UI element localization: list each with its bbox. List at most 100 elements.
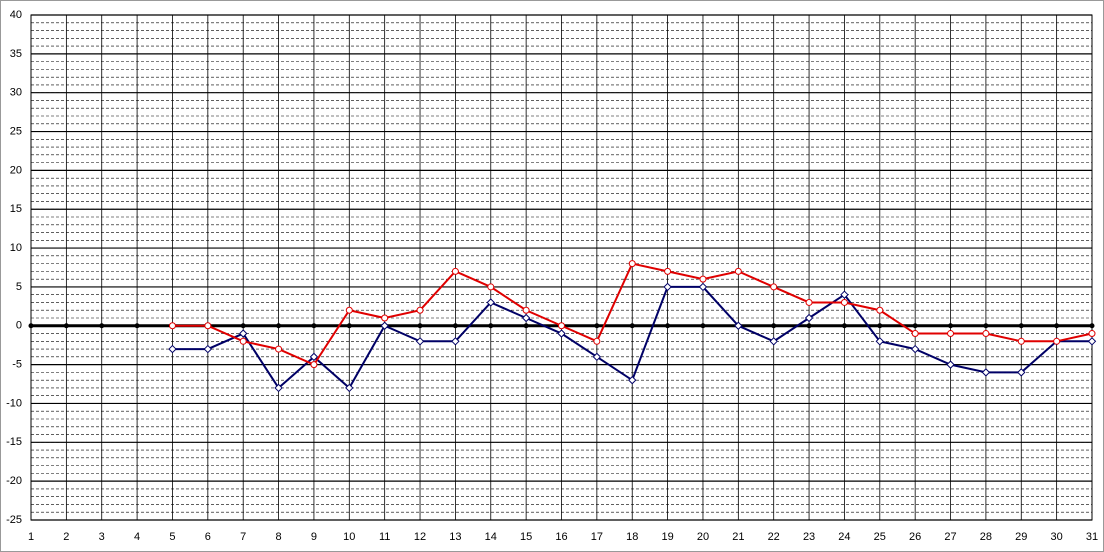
x-tick-label: 13 [449,531,461,543]
point [238,329,248,338]
point [99,323,105,329]
point [381,314,389,322]
point [1018,323,1024,329]
point [311,323,317,329]
point [452,323,458,329]
point [841,323,847,329]
x-tick-label: 14 [485,531,497,543]
point [168,344,177,354]
x-tick-label: 3 [99,531,105,543]
y-tick-label: -15 [6,436,22,448]
point [521,313,531,323]
point [663,282,672,292]
point [592,352,602,362]
point [593,337,601,345]
x-tick-label: 21 [732,531,744,543]
point [628,375,637,385]
x-tick-label: 23 [803,531,815,543]
x-tick-label: 9 [311,531,317,543]
y-tick-label: 5 [16,281,22,293]
point [309,352,319,362]
point [1054,323,1060,329]
x-tick-label: 11 [379,531,390,543]
point [981,368,991,377]
point [912,323,918,329]
point [982,330,990,338]
point [558,322,565,330]
point [947,330,955,338]
point [840,298,848,306]
point [877,323,883,329]
point [594,323,600,329]
point [1017,337,1025,345]
point [345,383,354,393]
point [876,306,884,314]
y-tick-label: 0 [16,320,22,332]
point [1053,337,1061,345]
point [415,337,425,346]
x-tick-label: 2 [63,531,69,543]
y-tick-label: 40 [10,9,22,21]
point [734,321,743,330]
x-tick-label: 4 [134,531,140,543]
point [1087,337,1097,346]
point [523,323,529,329]
y-tick-label: -25 [6,514,22,526]
x-tick-label: 25 [874,531,886,543]
point [948,323,954,329]
point [63,323,69,329]
point [488,323,494,329]
point [769,337,778,346]
point [417,323,423,329]
point [240,323,246,329]
x-tick-label: 20 [697,531,709,543]
x-tick-label: 31 [1086,531,1098,543]
point [804,313,814,323]
point [629,323,635,329]
point [805,298,813,306]
x-tick-label: 29 [1015,531,1027,543]
point [664,267,672,275]
point [134,323,140,329]
point [665,323,671,329]
point [699,275,707,283]
point [276,323,282,329]
y-tick-label: 10 [10,242,22,254]
point [487,283,495,291]
point [840,290,849,299]
point [700,323,706,329]
point [771,323,777,329]
x-tick-label: 8 [276,531,282,543]
point [346,323,352,329]
point [28,323,34,329]
point [698,282,708,292]
y-tick-label: -20 [6,475,22,487]
x-tick-label: 27 [944,531,956,543]
point [203,344,213,354]
x-tick-label: 18 [626,531,638,543]
point [274,383,283,393]
x-tick-label: 22 [768,531,780,543]
x-tick-label: 24 [838,531,850,543]
y-tick-label: 25 [10,125,22,137]
x-tick-label: 26 [909,531,921,543]
y-tick-label: -10 [6,397,22,409]
point [734,267,742,275]
x-tick-label: 15 [520,531,532,543]
y-tick-label: -5 [12,359,22,371]
point [557,329,566,338]
point [806,323,812,329]
x-tick-label: 30 [1051,531,1063,543]
point [380,321,389,330]
point [983,323,989,329]
point [451,337,460,346]
x-tick-label: 5 [169,531,175,543]
x-tick-label: 16 [555,531,567,543]
x-tick-label: 19 [661,531,673,543]
point [946,360,955,369]
point [345,306,353,314]
x-tick-label: 7 [240,531,246,543]
y-tick-label: 20 [10,164,22,176]
point [310,361,318,369]
